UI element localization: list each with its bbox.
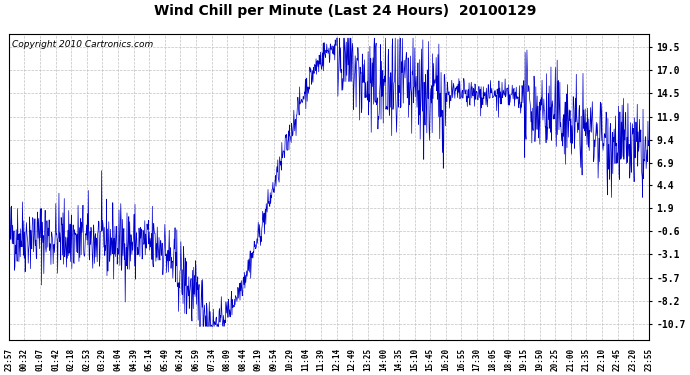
Text: Copyright 2010 Cartronics.com: Copyright 2010 Cartronics.com: [12, 40, 153, 49]
Text: Wind Chill per Minute (Last 24 Hours)  20100129: Wind Chill per Minute (Last 24 Hours) 20…: [154, 4, 536, 18]
